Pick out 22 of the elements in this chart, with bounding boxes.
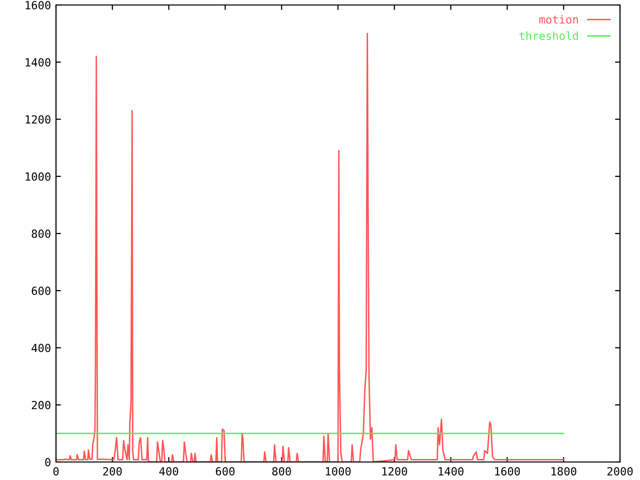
y-tick-label: 1200: [26, 115, 50, 124]
y-tick-label: 1600: [26, 1, 50, 10]
y-tick-label: 400: [32, 344, 50, 352]
x-tick-label: 400: [159, 467, 178, 476]
legend-label: threshold: [519, 31, 578, 40]
x-tick-label: 800: [272, 467, 291, 476]
x-tick-label: 2000: [607, 467, 633, 476]
y-tick-label: 600: [32, 286, 50, 296]
x-tick-label: 1600: [495, 467, 520, 476]
y-tick-label: 200: [32, 400, 50, 410]
x-tick-label: 600: [216, 467, 235, 476]
x-tick-label: 200: [103, 467, 122, 476]
x-tick-label: 1200: [382, 467, 408, 476]
y-tick-label: 0: [45, 458, 50, 466]
x-tick-label: 1400: [438, 467, 464, 476]
x-tick-label: 1000: [326, 467, 351, 476]
y-tick-label: 1000: [26, 172, 50, 181]
y-tick-label: 1400: [26, 58, 50, 67]
x-tick-label: 0: [53, 467, 59, 476]
legend-label: motion: [539, 15, 578, 24]
y-tick-label: 800: [32, 230, 50, 238]
x-tick-label: 1800: [552, 467, 576, 476]
